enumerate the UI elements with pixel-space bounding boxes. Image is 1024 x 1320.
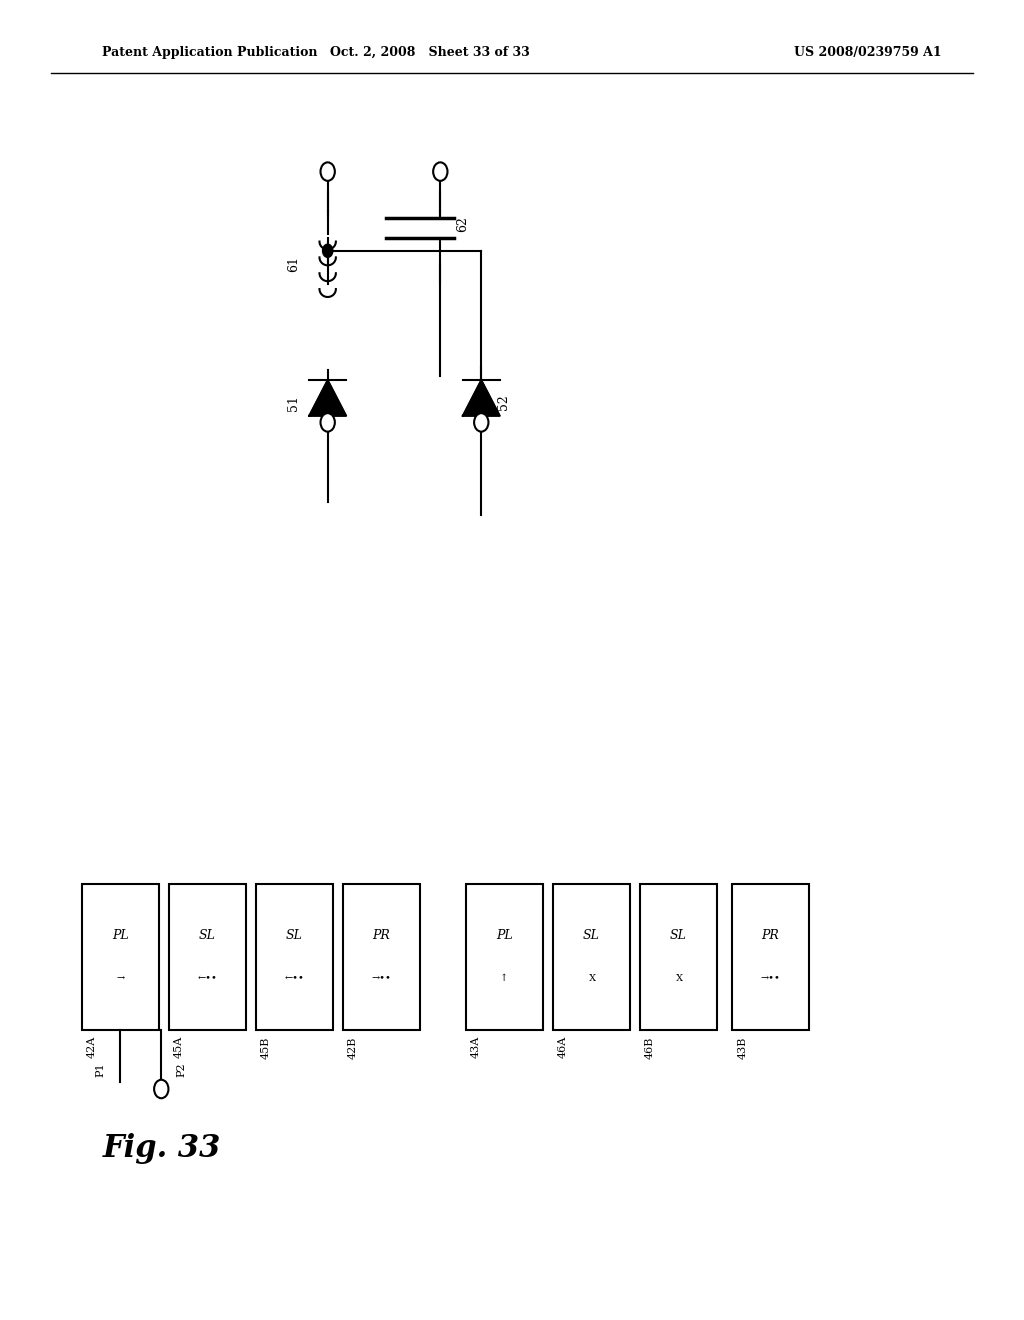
Text: X: X — [587, 974, 596, 983]
Text: →••: →•• — [761, 974, 780, 983]
Circle shape — [433, 162, 447, 181]
Circle shape — [321, 413, 335, 432]
Text: PL: PL — [112, 929, 129, 941]
Text: Fig. 33: Fig. 33 — [102, 1133, 221, 1164]
Text: 46B: 46B — [645, 1036, 655, 1059]
Text: Patent Application Publication: Patent Application Publication — [102, 46, 317, 59]
Text: P1: P1 — [95, 1061, 104, 1077]
Text: 42B: 42B — [348, 1036, 358, 1059]
Text: SL: SL — [583, 929, 600, 941]
Text: 45B: 45B — [261, 1036, 271, 1059]
Bar — [256, 884, 333, 1030]
Text: US 2008/0239759 A1: US 2008/0239759 A1 — [795, 46, 942, 59]
Bar — [82, 884, 159, 1030]
Text: PR: PR — [373, 929, 390, 941]
Text: ↑: ↑ — [501, 974, 508, 983]
Bar — [732, 884, 809, 1030]
Text: SL: SL — [286, 929, 303, 941]
Circle shape — [154, 1080, 168, 1098]
Bar — [553, 884, 630, 1030]
Text: 61: 61 — [287, 256, 300, 272]
Text: ←••: ←•• — [198, 974, 217, 983]
Bar — [343, 884, 420, 1030]
Text: SL: SL — [199, 929, 216, 941]
Text: 45A: 45A — [174, 1036, 184, 1059]
Text: →: → — [117, 974, 124, 983]
Text: 52: 52 — [497, 395, 510, 411]
Bar — [640, 884, 717, 1030]
Circle shape — [474, 413, 488, 432]
Bar — [169, 884, 246, 1030]
Text: X: X — [674, 974, 683, 983]
Text: 51: 51 — [287, 395, 300, 411]
Polygon shape — [309, 380, 346, 416]
Text: SL: SL — [670, 929, 687, 941]
Text: PL: PL — [496, 929, 513, 941]
Bar — [466, 884, 543, 1030]
Circle shape — [321, 162, 335, 181]
Text: 62: 62 — [456, 216, 469, 232]
Text: →••: →•• — [372, 974, 391, 983]
Text: 42A: 42A — [87, 1036, 97, 1059]
Text: 43A: 43A — [471, 1036, 481, 1059]
Polygon shape — [463, 380, 500, 416]
Text: Oct. 2, 2008   Sheet 33 of 33: Oct. 2, 2008 Sheet 33 of 33 — [330, 46, 530, 59]
Circle shape — [323, 244, 333, 257]
Text: PR: PR — [762, 929, 779, 941]
Text: P2: P2 — [176, 1061, 186, 1077]
Text: 43B: 43B — [737, 1036, 748, 1059]
Text: 46A: 46A — [558, 1036, 568, 1059]
Text: ←••: ←•• — [285, 974, 304, 983]
